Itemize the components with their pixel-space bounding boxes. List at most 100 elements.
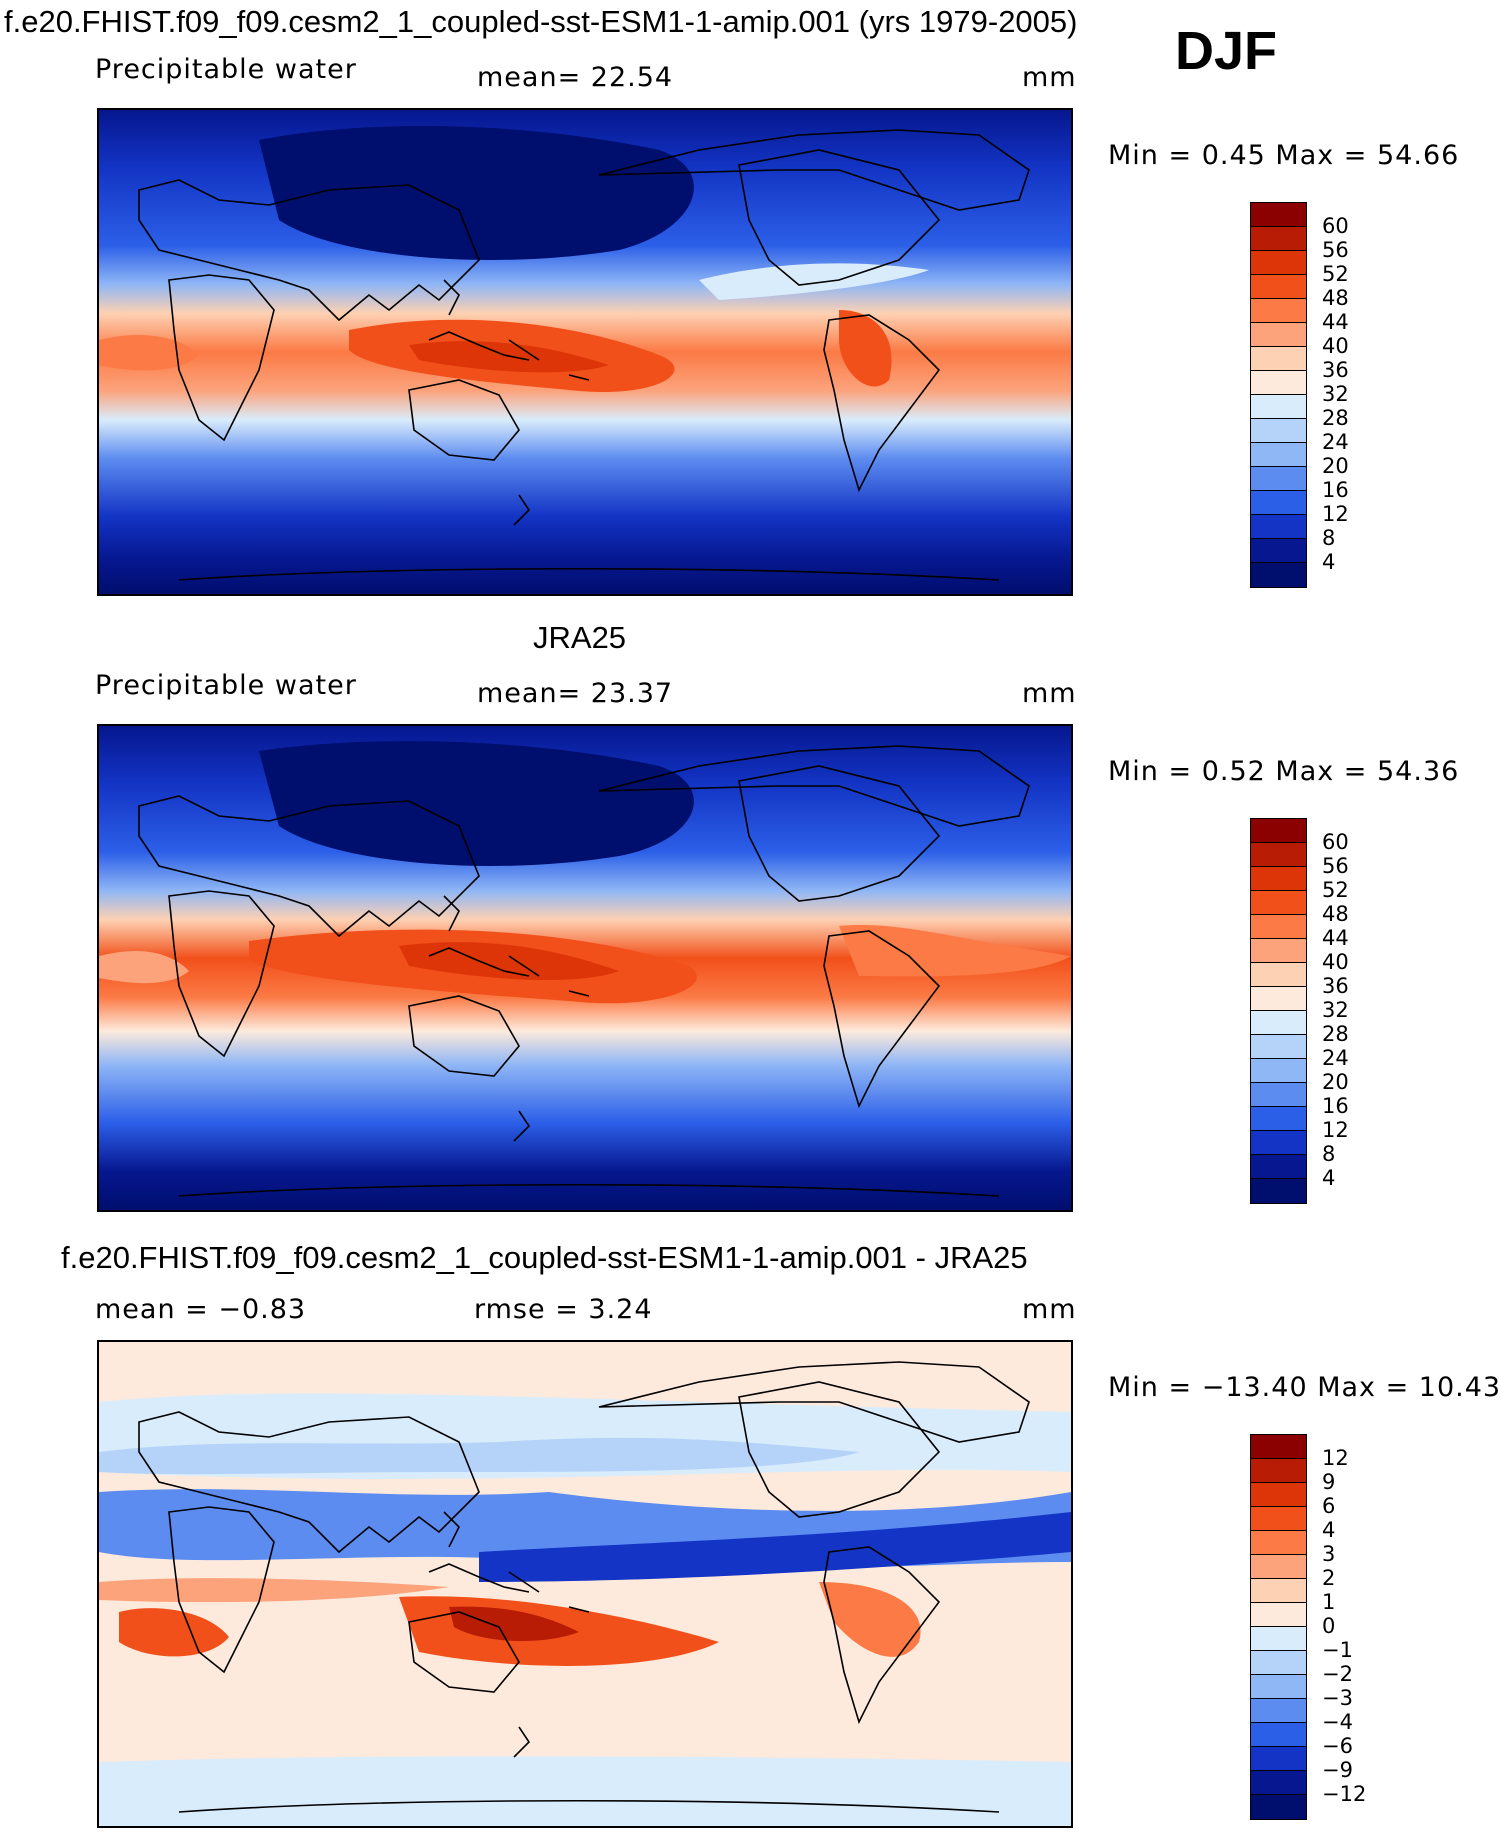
colorbar-swatch: [1251, 563, 1306, 587]
panel-units-label: mm: [1022, 62, 1077, 93]
colorbar-tick-label: 32: [1322, 998, 1349, 1022]
colorbar-tick-label: 6: [1322, 1494, 1336, 1518]
colorbar-swatch: [1251, 1035, 1306, 1059]
panel-units-label: mm: [1022, 1294, 1077, 1325]
colorbar-swatch: [1251, 467, 1306, 491]
colorbar-tick-label: 56: [1322, 238, 1349, 262]
colorbar-swatch: [1251, 395, 1306, 419]
colorbar-tick-label: 20: [1322, 454, 1349, 478]
colorbar-tick-label: 36: [1322, 974, 1349, 998]
map-difference: [97, 1340, 1073, 1828]
season-label: DJF: [1175, 21, 1278, 81]
colorbar-swatch: [1251, 867, 1306, 891]
panel-variable-label: Precipitable water: [95, 670, 357, 701]
panel-minmax-label: Min = 0.45 Max = 54.66: [1108, 140, 1459, 171]
colorbar-tick-label: 28: [1322, 406, 1349, 430]
colorbar-tick-label: 9: [1322, 1470, 1336, 1494]
colorbar-tick-label: 60: [1322, 214, 1349, 238]
panel-title: JRA25: [533, 620, 627, 655]
colorbar-tick-label: 52: [1322, 262, 1349, 286]
colorbar-tick-label: 4: [1322, 1166, 1336, 1190]
colorbar-swatch: [1251, 891, 1306, 915]
colorbar-swatch: [1251, 443, 1306, 467]
colorbar-tick-label: 32: [1322, 382, 1349, 406]
colorbar-swatch: [1251, 963, 1306, 987]
colorbar-swatch: [1251, 515, 1306, 539]
colorbar-swatch: [1251, 1627, 1306, 1651]
case-title: f.e20.FHIST.f09_f09.cesm2_1_coupled-sst-…: [4, 4, 1078, 39]
colorbar-tick-label: 12: [1322, 1118, 1349, 1142]
colorbar: [1250, 1434, 1307, 1820]
colorbar-tick-label: 2: [1322, 1566, 1336, 1590]
colorbar-tick-label: 0: [1322, 1614, 1336, 1638]
map-jra25-field: [99, 726, 1071, 1210]
colorbar-swatch: [1251, 1531, 1306, 1555]
coastline-overlay: [138, 745, 1030, 1197]
colorbar-swatch: [1251, 1011, 1306, 1035]
colorbar-tick-label: 44: [1322, 310, 1349, 334]
panel-minmax-text: Min = −13.40 Max = 10.43: [1108, 1372, 1500, 1403]
colorbar-swatch: [1251, 419, 1306, 443]
coastline-overlay: [138, 129, 1030, 581]
colorbar-swatch: [1251, 323, 1306, 347]
panel-rmse-label: rmse = 3.24: [474, 1294, 653, 1325]
colorbar-swatch: [1251, 939, 1306, 963]
colorbar-swatch: [1251, 1459, 1306, 1483]
colorbar-tick-label: −3: [1322, 1686, 1353, 1710]
colorbar-tick-label: 40: [1322, 950, 1349, 974]
panel-minmax-text: Min = 0.52 Max = 54.36: [1108, 756, 1460, 787]
colorbar-swatch: [1251, 1795, 1306, 1819]
colorbar-swatch: [1251, 1435, 1306, 1459]
map-jra25: [97, 724, 1073, 1212]
colorbar-tick-label: 12: [1322, 1446, 1349, 1470]
panel-variable-label: Precipitable water: [95, 54, 357, 85]
colorbar-swatch: [1251, 491, 1306, 515]
colorbar-tick-label: −4: [1322, 1710, 1353, 1734]
coastline-overlay: [138, 1361, 1030, 1813]
colorbar-tick-label: 8: [1322, 526, 1336, 550]
colorbar-tick-label: 28: [1322, 1022, 1349, 1046]
map-model-field: [99, 110, 1071, 594]
colorbar-swatch: [1251, 1579, 1306, 1603]
colorbar-tick-label: 44: [1322, 926, 1349, 950]
colorbar-tick-label: 12: [1322, 502, 1349, 526]
colorbar-tick-label: 1: [1322, 1590, 1336, 1614]
panel-title: f.e20.FHIST.f09_f09.cesm2_1_coupled-sst-…: [61, 1240, 1028, 1275]
panel-minmax-label: Min = −13.40 Max = 10.43: [1108, 1372, 1500, 1403]
map-model: [97, 108, 1073, 596]
colorbar-tick-label: 36: [1322, 358, 1349, 382]
colorbar-swatch: [1251, 1483, 1306, 1507]
colorbar-swatch: [1251, 203, 1306, 227]
colorbar-tick-label: 40: [1322, 334, 1349, 358]
map-difference-field: [99, 1342, 1071, 1826]
colorbar-tick-label: −2: [1322, 1662, 1353, 1686]
colorbar-tick-label: −12: [1322, 1782, 1367, 1806]
colorbar-swatch: [1251, 1651, 1306, 1675]
colorbar-swatch: [1251, 347, 1306, 371]
colorbar: [1250, 202, 1307, 588]
colorbar-swatch: [1251, 1059, 1306, 1083]
colorbar-tick-label: −1: [1322, 1638, 1353, 1662]
panel-mean-label: mean= 23.37: [477, 678, 674, 709]
colorbar-tick-label: 48: [1322, 902, 1349, 926]
colorbar-swatch: [1251, 1507, 1306, 1531]
colorbar-swatch: [1251, 1603, 1306, 1627]
colorbar-tick-label: 3: [1322, 1542, 1336, 1566]
panel-minmax-label: Min = 0.52 Max = 54.36: [1108, 756, 1459, 787]
colorbar-swatch: [1251, 1699, 1306, 1723]
colorbar-swatch: [1251, 227, 1306, 251]
colorbar-swatch: [1251, 1555, 1306, 1579]
colorbar-swatch: [1251, 1083, 1306, 1107]
panel-minmax-text: Min = 0.45 Max = 54.66: [1108, 140, 1460, 171]
colorbar-tick-label: 20: [1322, 1070, 1349, 1094]
colorbar-swatch: [1251, 1107, 1306, 1131]
colorbar-tick-label: 48: [1322, 286, 1349, 310]
colorbar-swatch: [1251, 915, 1306, 939]
colorbar-swatch: [1251, 987, 1306, 1011]
colorbar-tick-label: 56: [1322, 854, 1349, 878]
colorbar-swatch: [1251, 251, 1306, 275]
colorbar: [1250, 818, 1307, 1204]
panel-mean-label: mean= 22.54: [477, 62, 674, 93]
colorbar-swatch: [1251, 1723, 1306, 1747]
colorbar-swatch: [1251, 1771, 1306, 1795]
